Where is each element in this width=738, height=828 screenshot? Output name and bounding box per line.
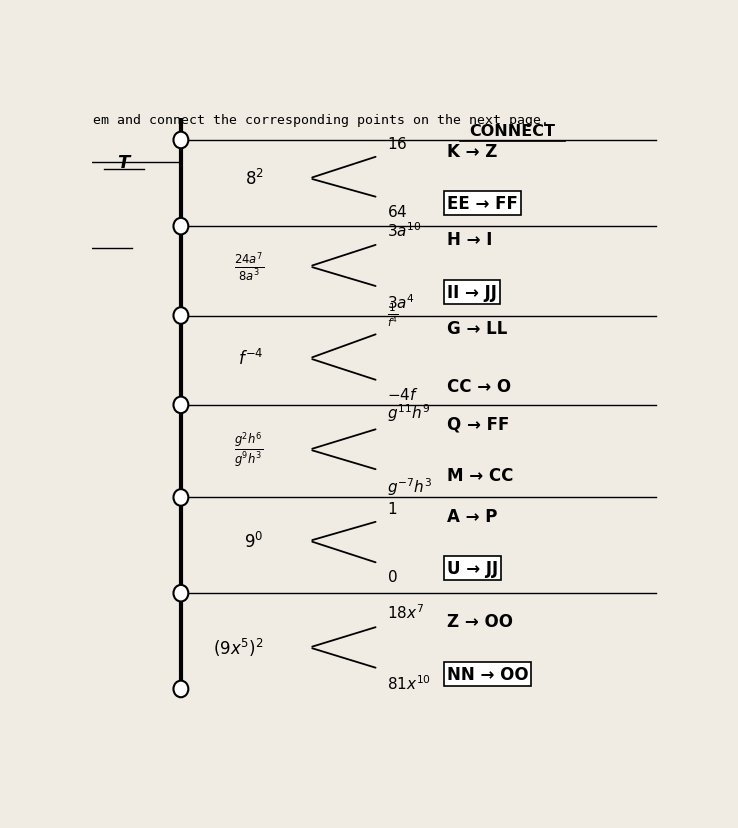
- Text: $f^{-4}$: $f^{-4}$: [238, 349, 264, 369]
- Circle shape: [173, 585, 188, 602]
- Text: $-4f$: $-4f$: [387, 386, 418, 402]
- Text: CC → O: CC → O: [447, 378, 511, 395]
- Text: $3a^4$: $3a^4$: [387, 292, 415, 311]
- Text: Q → FF: Q → FF: [447, 415, 509, 433]
- Text: U → JJ: U → JJ: [447, 560, 498, 578]
- Text: $\frac{1}{f^4}$: $\frac{1}{f^4}$: [387, 301, 399, 329]
- Text: T: T: [117, 154, 130, 172]
- Text: $g^{-7}h^3$: $g^{-7}h^3$: [387, 475, 432, 497]
- Text: $\frac{24a^7}{8a^3}$: $\frac{24a^7}{8a^3}$: [234, 251, 264, 283]
- Circle shape: [173, 681, 188, 697]
- Text: $16$: $16$: [387, 136, 407, 152]
- Text: $3a^{10}$: $3a^{10}$: [387, 221, 421, 239]
- Circle shape: [173, 132, 188, 149]
- Text: M → CC: M → CC: [447, 466, 513, 484]
- Text: $81x^{10}$: $81x^{10}$: [387, 674, 431, 692]
- Text: em and connect the corresponding points on the next page.: em and connect the corresponding points …: [93, 113, 549, 127]
- Text: EE → FF: EE → FF: [447, 195, 518, 212]
- Text: CONNECT: CONNECT: [469, 123, 556, 138]
- Circle shape: [173, 489, 188, 506]
- Text: H → I: H → I: [447, 231, 492, 248]
- Circle shape: [173, 308, 188, 325]
- Text: $\frac{g^2h^6}{g^9h^3}$: $\frac{g^2h^6}{g^9h^3}$: [235, 431, 264, 469]
- Text: II → JJ: II → JJ: [447, 283, 497, 301]
- Text: $0$: $0$: [387, 569, 398, 585]
- Text: Z → OO: Z → OO: [447, 613, 513, 630]
- Text: NN → OO: NN → OO: [447, 665, 528, 683]
- Text: $64$: $64$: [387, 204, 407, 219]
- Text: $8^2$: $8^2$: [245, 169, 264, 189]
- Text: $(9x^5)^2$: $(9x^5)^2$: [213, 637, 264, 659]
- Text: $18x^7$: $18x^7$: [387, 603, 424, 622]
- Text: $1$: $1$: [387, 500, 397, 517]
- Text: G → LL: G → LL: [447, 320, 507, 338]
- Text: $g^{11}h^9$: $g^{11}h^9$: [387, 402, 430, 424]
- Circle shape: [173, 397, 188, 414]
- Text: K → Z: K → Z: [447, 142, 497, 161]
- Circle shape: [173, 219, 188, 235]
- Text: A → P: A → P: [447, 508, 497, 525]
- Text: $9^0$: $9^0$: [244, 531, 264, 551]
